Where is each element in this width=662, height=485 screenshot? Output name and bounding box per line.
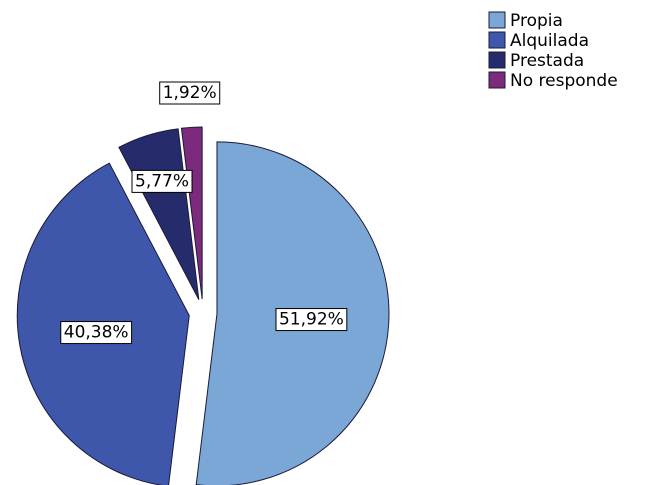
data-label: 5,77% <box>131 169 193 193</box>
data-label-box <box>275 308 348 332</box>
data-label-box <box>60 321 133 345</box>
legend-label: Alquilada <box>510 31 589 51</box>
legend-label: Prestada <box>510 51 584 71</box>
data-label-box <box>159 81 221 105</box>
data-label-text: 1,92% <box>163 83 217 103</box>
data-label: 51,92% <box>275 308 348 332</box>
data-label: 1,92% <box>159 81 221 105</box>
data-label-text: 5,77% <box>135 171 189 191</box>
data-label-box <box>131 169 193 193</box>
legend-label: Propia <box>510 11 563 31</box>
data-label: 40,38% <box>60 321 133 345</box>
legend-swatch <box>488 51 506 69</box>
data-label-text: 51,92% <box>279 310 344 330</box>
legend-swatch <box>488 11 506 29</box>
data-label-text: 40,38% <box>64 323 129 343</box>
legend-swatch <box>488 31 506 49</box>
legend-label: No responde <box>510 71 618 91</box>
legend-swatch <box>488 71 506 89</box>
